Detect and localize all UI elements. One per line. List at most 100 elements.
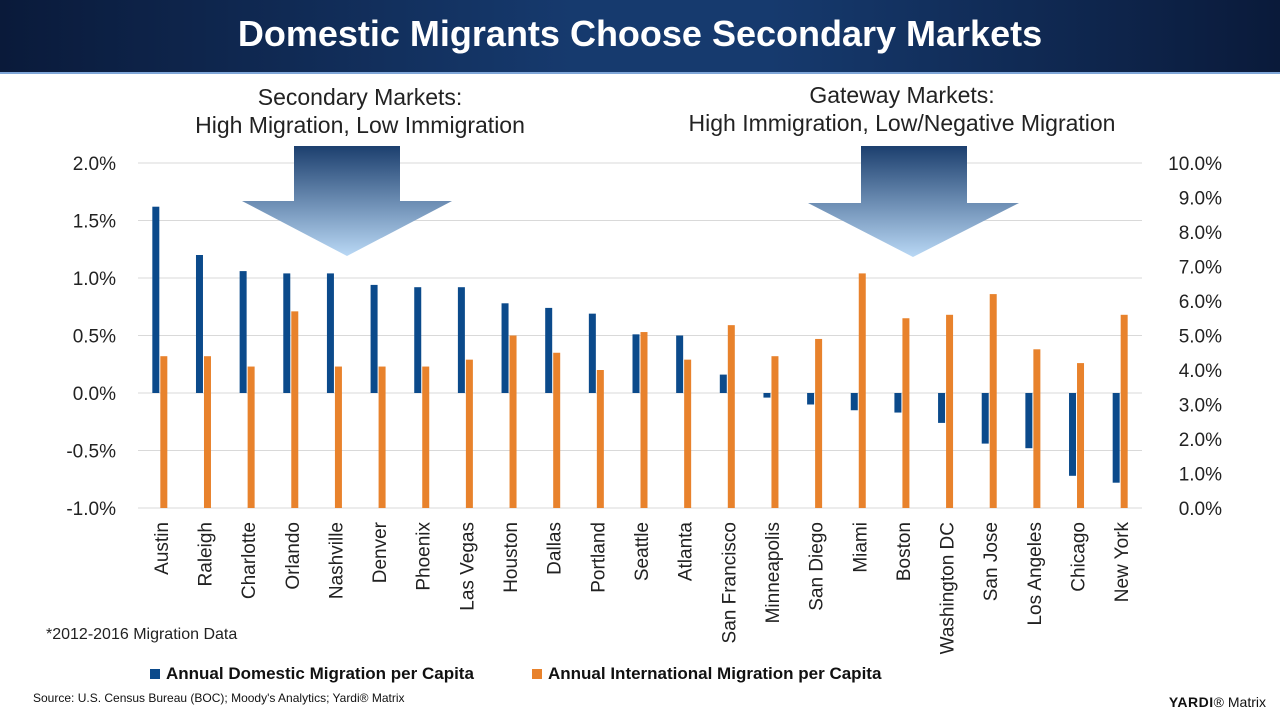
left-axis-tick-label: 1.5% <box>73 212 116 233</box>
axes: 2.0% 1.5% 1.0% 0.5% 0.0% -0.5% -1.0% 10.0% 9.0% 8… <box>66 154 1222 654</box>
right-axis-tick-label: 10.0% <box>1168 154 1222 175</box>
left-axis-tick-label: 2.0% <box>73 154 116 175</box>
international-migration-bar <box>422 366 430 508</box>
international-migration-bar <box>378 366 386 508</box>
domestic-migration-bar <box>632 334 640 393</box>
category-label: Nashville <box>326 522 347 599</box>
category-label: Seattle <box>632 522 653 581</box>
left-axis-tick-label: -1.0% <box>66 499 116 520</box>
category-label: Miami <box>850 522 871 573</box>
domestic-migration-bar <box>239 271 247 393</box>
right-axis-tick-label: 2.0% <box>1179 430 1222 451</box>
international-migration-bar <box>509 335 517 508</box>
international-migration-bar <box>858 273 866 508</box>
right-axis-tick-label: 7.0% <box>1179 258 1222 279</box>
domestic-migration-bar <box>1112 393 1120 483</box>
international-migration-bar <box>1033 349 1041 508</box>
international-migration-bar <box>946 314 954 508</box>
category-label: San Diego <box>807 522 828 611</box>
international-migration-bar <box>902 318 910 508</box>
secondary-markets-heading: Secondary Markets: <box>257 84 463 110</box>
international-migration-bar <box>640 332 648 508</box>
logo-product: Matrix <box>1227 694 1266 710</box>
logo-brand: YARDI <box>1168 694 1214 710</box>
domestic-migration-bar <box>588 313 596 393</box>
category-label: Las Vegas <box>457 522 478 611</box>
international-migration-bar <box>334 366 342 508</box>
legend-domestic-label: Annual Domestic Migration per Capita <box>166 664 474 683</box>
secondary-markets-callout: Secondary Markets: High Migration, Low I… <box>150 83 570 139</box>
secondary-markets-subheading: High Migration, Low Immigration <box>195 112 525 138</box>
category-label: San Jose <box>981 522 1002 601</box>
right-axis-tick-label: 5.0% <box>1179 327 1222 348</box>
legend-international: Annual International Migration per Capit… <box>532 664 881 684</box>
category-label: Minneapolis <box>763 522 784 623</box>
gateway-markets-callout: Gateway Markets: High Immigration, Low/N… <box>652 81 1152 137</box>
category-label: Denver <box>370 521 391 583</box>
international-migration-bar <box>160 356 168 508</box>
category-label: Chicago <box>1069 522 1090 592</box>
domestic-migration-bar <box>1069 393 1077 476</box>
international-migration-bar <box>684 359 692 508</box>
category-label: Boston <box>894 522 915 581</box>
right-axis-tick-label: 9.0% <box>1179 189 1222 210</box>
domestic-migration-bar <box>981 393 989 444</box>
category-label: Phoenix <box>414 522 435 591</box>
international-migration-bar <box>596 370 604 508</box>
title-bar <box>0 0 1280 74</box>
domestic-migration-bar <box>457 287 465 393</box>
international-migration-bar <box>247 366 255 508</box>
international-migration-bar <box>1077 363 1085 508</box>
domestic-migration-bar <box>545 307 553 393</box>
bars <box>152 206 1128 508</box>
category-label: Orlando <box>283 522 304 590</box>
domestic-migration-bar <box>195 255 203 393</box>
category-label: Atlanta <box>676 522 697 582</box>
category-label: Charlotte <box>239 522 260 599</box>
category-label: Dallas <box>545 522 566 575</box>
gateway-markets-heading: Gateway Markets: <box>809 82 995 108</box>
category-label: Houston <box>501 522 522 593</box>
secondary-markets-down-arrow-icon <box>242 146 452 256</box>
international-migration-bar <box>291 311 299 508</box>
category-label: Austin <box>152 522 173 575</box>
international-migration-bar <box>989 294 997 508</box>
source-citation: Source: U.S. Census Bureau (BOC); Moody'… <box>33 691 405 705</box>
domestic-migration-bar <box>938 393 946 423</box>
domestic-migration-bar <box>501 303 509 393</box>
domestic-migration-bar <box>1025 393 1033 449</box>
legend-international-label: Annual International Migration per Capit… <box>548 664 882 683</box>
right-axis-tick-label: 6.0% <box>1179 292 1222 313</box>
international-migration-bar <box>771 356 779 508</box>
right-axis-tick-label: 4.0% <box>1179 361 1222 382</box>
domestic-migration-bar <box>326 273 334 393</box>
yardi-matrix-logo: YARDI® Matrix <box>1169 694 1266 710</box>
domestic-migration-bar <box>763 393 771 398</box>
domestic-migration-bar <box>152 206 160 393</box>
category-label: Los Angeles <box>1025 522 1046 626</box>
international-migration-bar <box>1120 314 1128 508</box>
right-axis-tick-label: 0.0% <box>1179 499 1222 520</box>
left-axis-tick-label: 1.0% <box>73 269 116 290</box>
legend-domestic-swatch <box>150 669 160 679</box>
gateway-markets-down-arrow-icon <box>808 146 1019 257</box>
left-axis-tick-label: 0.5% <box>73 327 116 348</box>
category-label: Washington DC <box>938 522 959 654</box>
legend-international-swatch <box>532 669 542 679</box>
right-axis-tick-label: 3.0% <box>1179 396 1222 417</box>
category-label: New York <box>1112 522 1133 603</box>
left-axis-tick-label: -0.5% <box>66 442 116 463</box>
international-migration-bar <box>553 352 561 508</box>
gateway-markets-subheading: High Immigration, Low/Negative Migration <box>688 110 1116 136</box>
right-axis-tick-label: 8.0% <box>1179 223 1222 244</box>
left-axis-tick-label: 0.0% <box>73 384 116 405</box>
category-label: San Francisco <box>719 522 740 643</box>
legend-domestic: Annual Domestic Migration per Capita <box>150 664 474 684</box>
international-migration-bar <box>727 325 735 508</box>
domestic-migration-bar <box>894 393 902 413</box>
international-migration-bar <box>815 338 823 508</box>
logo-registered-mark: ® <box>1213 694 1224 710</box>
category-label: Portland <box>588 522 609 593</box>
domestic-migration-bar <box>370 284 378 393</box>
